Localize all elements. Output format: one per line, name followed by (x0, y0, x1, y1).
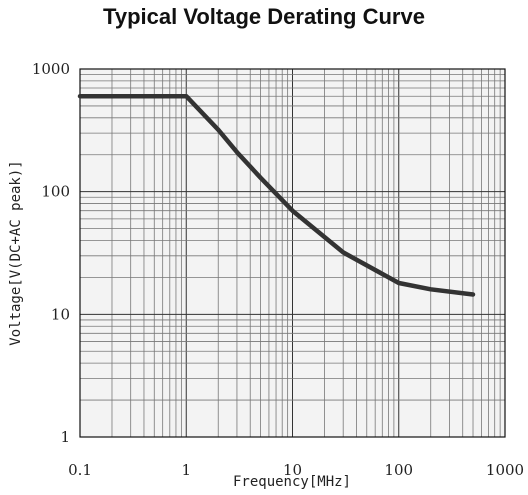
plot-frame (79, 68, 506, 438)
y-tick-label: 1000 (32, 60, 70, 78)
x-axis-label: Frequency[MHz] (233, 474, 351, 490)
x-tick-label: 100 (384, 461, 413, 479)
chart-title: Typical Voltage Derating Curve (103, 4, 425, 29)
y-tick-label: 10 (51, 305, 70, 323)
y-tick-labels: 1 10 100 1000 (32, 60, 70, 446)
x-tick-label: 0.1 (68, 461, 92, 479)
y-tick-label: 100 (41, 183, 70, 201)
x-tick-label: 1000 (486, 461, 524, 479)
x-tick-label: 10 (283, 461, 302, 479)
y-axis-label: Voltage[V(DC+AC peak)] (8, 160, 24, 345)
grid-lines (80, 69, 505, 437)
x-tick-label: 1 (181, 461, 191, 479)
y-tick-label: 1 (60, 428, 70, 446)
series-group (77, 93, 476, 297)
x-tick-labels: 0.1 1 10 100 1000 (68, 461, 524, 479)
series-line (77, 93, 476, 297)
